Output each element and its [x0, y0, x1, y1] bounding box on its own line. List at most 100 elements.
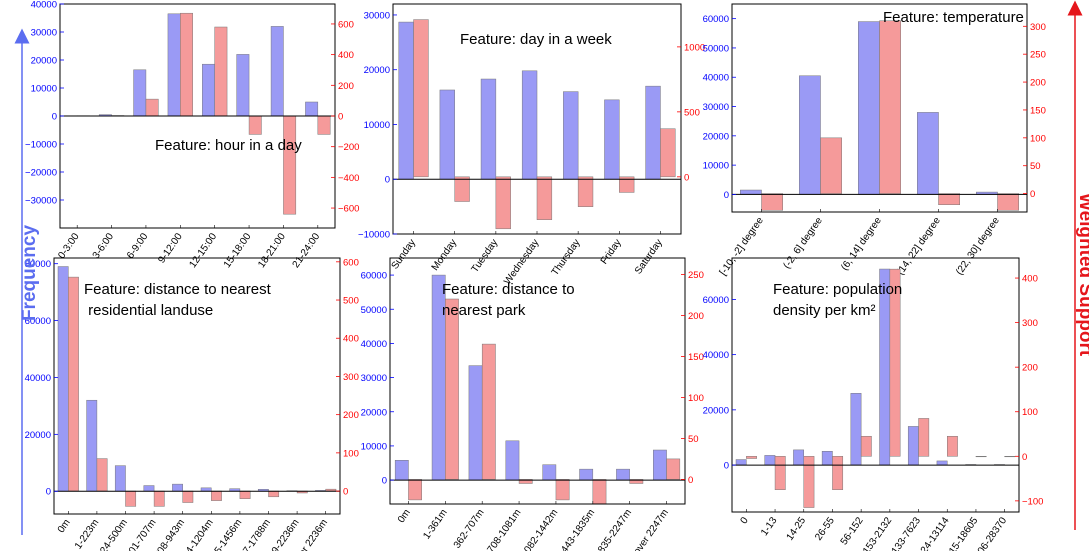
frequency-bar-4 — [821, 451, 833, 466]
x-tick-label: 0-3:00 — [56, 231, 82, 261]
left-y-tick-label: −10000 — [358, 230, 390, 241]
x-tick-label: Wednesday — [502, 237, 541, 286]
left-y-tick-label: 0 — [46, 487, 51, 498]
right-y-tick-label: 0 — [1022, 452, 1027, 463]
weighted-support-bar-2 — [454, 176, 470, 202]
x-tick-label: 501-707m — [124, 517, 159, 551]
frequency-bar-1 — [740, 189, 762, 195]
frequency-bar-7 — [270, 26, 284, 117]
weighted-support-bar-4 — [180, 12, 193, 117]
left-y-tick-label: 50000 — [361, 305, 387, 316]
x-tick-label: 1-13 — [759, 515, 780, 538]
left-y-tick-label: 30000 — [361, 373, 387, 384]
weighted-support-bar-4 — [832, 456, 844, 490]
right-y-tick-label: 150 — [1030, 105, 1046, 116]
left-y-tick-label: 0 — [385, 175, 390, 186]
weighted-support-bar-2 — [820, 137, 842, 194]
frequency-bar-3 — [468, 365, 483, 481]
weighted-support-bar-3 — [481, 343, 496, 480]
frequency-bar-3 — [114, 465, 126, 492]
x-tick-label: (-2, 6] degree — [782, 215, 826, 271]
x-tick-label: Tuesday — [470, 237, 501, 274]
weighted-support-bar-1 — [413, 19, 429, 178]
frequency-bar-3 — [858, 21, 880, 195]
weighted-support-bar-8 — [947, 435, 958, 457]
left-y-tick-label: 30000 — [703, 102, 729, 113]
chart-title: Feature: distance to nearest residential… — [84, 281, 272, 319]
weighted-support-bar-3 — [125, 490, 137, 507]
x-tick-label: 21-24:00 — [291, 231, 323, 270]
weighted-support-bar-4 — [153, 490, 165, 507]
x-tick-label: 708-1081m — [485, 507, 523, 551]
weighted-support-bar-5 — [182, 490, 194, 503]
weighted-support-bar-1 — [408, 479, 422, 501]
weighted-support-bar-3 — [145, 98, 159, 117]
x-tick-label: 153-2132 — [861, 515, 895, 551]
left-y-tick-label: 10000 — [703, 161, 729, 172]
x-tick-label: 224-500m — [95, 517, 130, 551]
weighted-support-axis-label: Weighted Support — [1075, 193, 1089, 357]
weighted-support-bar-4 — [536, 176, 553, 220]
x-tick-label: 9-12:00 — [156, 231, 185, 265]
frequency-bar-6 — [604, 99, 620, 180]
x-tick-label: 1835-2247m — [593, 507, 634, 551]
x-tick-label: Sunday — [390, 237, 418, 271]
x-tick-label: (14, 22] degree — [895, 215, 943, 277]
frequency-bar-1 — [398, 21, 414, 180]
weighted-support-bar-2 — [774, 456, 786, 490]
x-tick-label: 3-6:00 — [91, 231, 117, 261]
weighted-support-bar-2 — [445, 298, 459, 480]
weighted-support-bar-4 — [518, 479, 533, 484]
weighted-support-bar-3 — [495, 176, 511, 230]
x-tick-label: 0m — [56, 517, 73, 535]
chart-title: Feature: temperature — [883, 9, 1024, 26]
weighted-support-bar-7 — [660, 128, 676, 178]
chart-title: Feature: hour in a day — [155, 137, 302, 154]
weighted-support-bar-3 — [879, 20, 901, 194]
weighted-support-bar-5 — [997, 193, 1019, 211]
weighted-support-bar-9 — [975, 456, 987, 458]
right-y-tick-label: 0 — [343, 487, 348, 498]
weighted-support-bar-4 — [938, 193, 960, 206]
chart-panel-1: 0-3:00 3-6:00 6-9:00 9-12:00 12-15:00 15-18:0… — [25, 0, 359, 270]
x-tick-label: 1-361m — [421, 507, 449, 541]
left-y-tick-label: 0 — [52, 112, 57, 123]
left-y-tick-label: 40000 — [703, 350, 729, 361]
x-tick-label: 18-21:00 — [256, 231, 288, 270]
right-y-tick-label: 1000 — [684, 42, 705, 53]
x-tick-label: 6-9:00 — [125, 231, 151, 261]
chart-panel-3: [-10, -2] degree (-2, 6] degree (6, 14] de… — [703, 3, 1046, 278]
chart-title-line: density per km² — [773, 302, 876, 319]
right-y-tick-label: −600 — [338, 204, 359, 215]
left-y-tick-label: 40000 — [703, 73, 729, 84]
right-y-tick-label: −200 — [338, 142, 359, 153]
weighted-support-bar-3 — [803, 456, 815, 508]
plot-frame — [389, 257, 686, 505]
weighted-support-bar-1 — [746, 456, 757, 459]
frequency-bar-6 — [879, 268, 891, 466]
x-tick-label: 1082-1442m — [519, 507, 560, 551]
left-y-tick-label: 20000 — [364, 65, 390, 76]
frequency-bar-3 — [480, 78, 497, 180]
x-tick-label: (22, 30] degree — [954, 215, 1002, 277]
weighted-support-bar-6 — [889, 268, 901, 457]
x-tick-label: [-10, -2] degree — [718, 215, 766, 278]
frequency-bar-5 — [563, 91, 579, 180]
chart-title-line: Feature: hour in a day — [155, 137, 302, 154]
weighted-support-bar-7 — [918, 418, 930, 457]
right-y-tick-label: 100 — [1030, 133, 1046, 144]
x-tick-label: 0 — [739, 515, 751, 526]
frequency-bar-2 — [764, 455, 776, 466]
right-y-tick-label: 0 — [338, 112, 343, 123]
left-y-tick-label: 0 — [724, 461, 729, 472]
chart-title: Feature: population density per km² — [773, 281, 902, 319]
chart-title-line: nearest park — [442, 302, 526, 319]
frequency-bar-3 — [133, 69, 147, 117]
x-tick-label: Monday — [430, 237, 459, 272]
x-tick-label: 14-25 — [785, 515, 809, 543]
right-y-tick-label: 250 — [1030, 50, 1046, 61]
right-y-tick-label: 400 — [343, 334, 359, 345]
weighted-support-bar-5 — [555, 479, 570, 501]
right-y-tick-label: 400 — [1022, 274, 1038, 285]
left-y-tick-label: 30000 — [31, 28, 57, 39]
